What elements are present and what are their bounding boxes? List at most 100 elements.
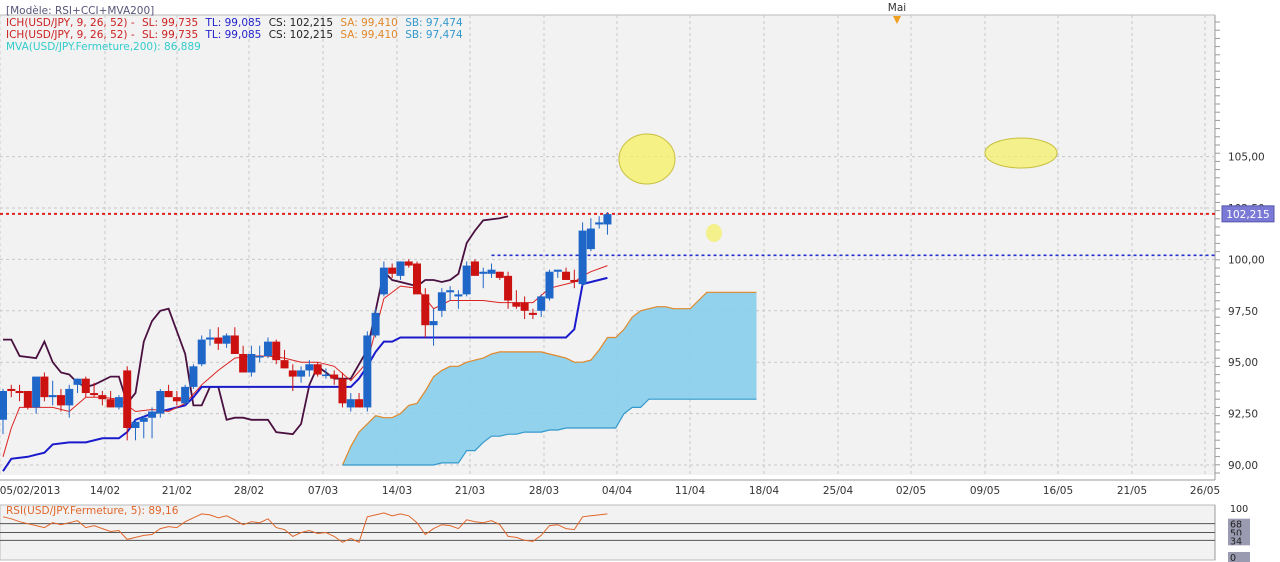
candle-up	[181, 386, 190, 404]
legend-name: ICH(USD/JPY, 9, 26, 52) -	[6, 29, 135, 41]
candle-down	[413, 263, 421, 295]
candle-down	[421, 294, 430, 326]
candle-up	[0, 390, 7, 420]
candle-up	[222, 335, 231, 344]
rsi-tick-label: 68	[1230, 520, 1242, 531]
candle-up	[586, 228, 595, 250]
candle-up	[32, 376, 41, 408]
date-tick-label: 09/05	[970, 485, 1000, 497]
legend-name: ICH(USD/JPY, 9, 26, 52) -	[6, 17, 135, 29]
candle-down	[313, 364, 322, 375]
rsi-tick-label: 0	[1230, 553, 1236, 562]
legend-tl: TL: 99,085	[205, 17, 262, 29]
price-tick-label: 105,00	[1228, 152, 1265, 164]
candle-down	[81, 378, 90, 394]
candle-down	[23, 390, 32, 408]
candle-down	[520, 302, 529, 311]
price-tick-label: 90,00	[1228, 460, 1258, 472]
date-tick-label: 02/05	[896, 485, 926, 497]
candle-up	[595, 222, 604, 225]
candle-up	[346, 399, 355, 408]
date-tick-label: 14/02	[90, 485, 120, 497]
price-tick-label: 97,50	[1228, 306, 1258, 318]
rsi-tick-label: 34	[1230, 536, 1242, 547]
candle-up	[437, 292, 446, 311]
date-tick-label: 18/04	[749, 485, 780, 497]
candle-up	[603, 214, 612, 225]
rsi-tick-label: 50	[1230, 529, 1242, 540]
rsi-tick-label: 100	[1230, 504, 1248, 515]
candle-down	[338, 378, 347, 404]
candle-down	[272, 341, 281, 361]
candle-up	[578, 230, 587, 285]
candle-down	[123, 370, 132, 428]
date-tick-label: 07/03	[308, 485, 338, 497]
candle-up	[189, 366, 198, 387]
candle-down	[172, 397, 181, 402]
candle-down	[288, 370, 297, 377]
candle-up	[454, 294, 463, 297]
candle-down	[470, 261, 479, 276]
date-tick-label: 11/04	[675, 485, 706, 497]
candle-down	[90, 393, 99, 396]
candle-up	[114, 397, 123, 408]
legend-ichimoku-2: ICH(USD/JPY, 9, 26, 52) - SL: 99,735 TL:…	[6, 29, 467, 41]
kijun-sen-line	[2, 276, 608, 472]
candle-up	[148, 411, 157, 418]
candle-up	[479, 271, 488, 274]
candle-down	[570, 279, 579, 283]
candle-up	[537, 296, 546, 311]
month-marker-label: Mai	[888, 2, 906, 14]
candle-up	[553, 269, 562, 272]
candle-down	[388, 267, 397, 274]
candle-up	[73, 378, 82, 385]
candle-up	[297, 370, 306, 377]
highlight-ellipse	[618, 133, 676, 185]
price-axis-bg	[1215, 0, 1280, 480]
candle-up	[545, 271, 554, 299]
date-tick-label: 21/02	[162, 485, 192, 497]
rsi-tick-bg	[1228, 535, 1250, 546]
candle-up	[206, 337, 214, 340]
ichimoku-cloud	[342, 292, 757, 465]
candle-up	[429, 321, 438, 326]
rsi-tick-bg	[1228, 503, 1250, 513]
highlight-ellipse	[706, 224, 722, 242]
rsi-tick-bg	[1228, 527, 1250, 538]
candle-down	[164, 390, 173, 398]
candle-up	[446, 290, 455, 293]
rsi-tick-bg	[1228, 552, 1250, 562]
candle-down	[495, 271, 504, 278]
candle-down	[15, 390, 24, 394]
candle-down	[7, 388, 16, 391]
date-tick-label: 21/03	[455, 485, 485, 497]
legend-sb: SB: 97,474	[405, 29, 463, 41]
month-marker-icon	[893, 16, 901, 24]
candle-up	[263, 341, 272, 357]
senkou-span-b-line	[342, 398, 757, 466]
legend-sl: SL: 99,735	[142, 29, 199, 41]
candle-down	[280, 360, 289, 369]
candle-down	[98, 395, 107, 400]
date-tick-label: 28/02	[234, 485, 264, 497]
candle-down	[512, 302, 521, 307]
legend-ichimoku-1: ICH(USD/JPY, 9, 26, 52) - SL: 99,735 TL:…	[6, 17, 467, 29]
rsi-label: RSI(USD/JPY.Fermeture, 5): 89,16	[6, 505, 179, 517]
candle-up	[156, 390, 165, 414]
legend-sa: SA: 99,410	[340, 29, 398, 41]
price-tick-label: 100,00	[1228, 254, 1265, 266]
candle-down	[214, 337, 223, 344]
candle-down	[56, 395, 65, 406]
price-tick-label: 92,50	[1228, 409, 1258, 421]
rsi-tick-bg	[1228, 518, 1250, 529]
candle-down	[106, 399, 115, 408]
highlight-ellipse	[984, 137, 1058, 169]
candle-down	[504, 275, 513, 301]
legend-mva: MVA(USD/JPY.Fermeture,200): 86,889	[6, 41, 201, 53]
senkou-span-a-line	[341, 291, 757, 466]
candle-up	[321, 374, 330, 377]
date-tick-label: 14/03	[382, 485, 412, 497]
rsi-line	[2, 512, 608, 543]
candle-down	[528, 312, 537, 315]
